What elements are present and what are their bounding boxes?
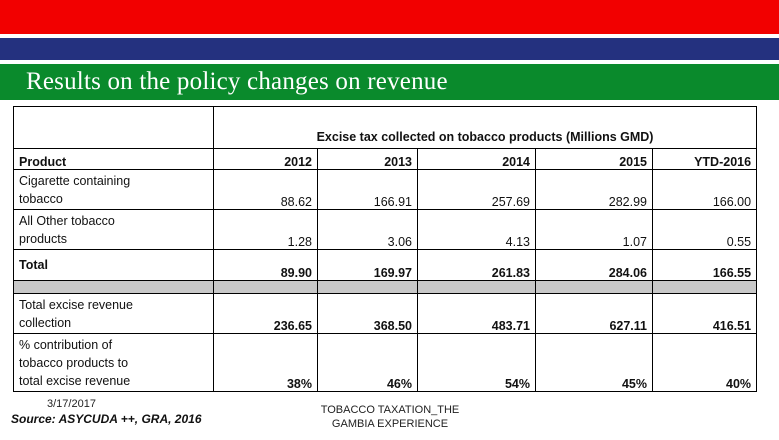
year-header: 2013 (317, 148, 418, 170)
table-cell: 368.50 (317, 293, 418, 334)
table-cell: 166.91 (317, 169, 418, 210)
table-cell: 284.06 (535, 249, 653, 281)
table-cell: 0.55 (651, 209, 758, 250)
table-corner-cell (13, 106, 214, 149)
year-header: 2012 (213, 148, 318, 170)
product-header: Product (13, 148, 214, 170)
table-cell: 483.71 (417, 293, 536, 334)
table-cell: 1.28 (213, 209, 318, 250)
table-cell: 166.00 (651, 169, 758, 210)
table-cell: 89.90 (213, 249, 318, 281)
table-cell: 54% (417, 333, 536, 392)
year-header: YTD-2016 (651, 148, 758, 170)
table-cell: 416.51 (651, 293, 758, 334)
row-label: All Other tobacco products (13, 209, 214, 250)
table-cell: 3.06 (317, 209, 418, 250)
table-cell: 40% (651, 333, 758, 392)
table-cell: 1.07 (535, 209, 653, 250)
footer-caption: TOBACCO TAXATION_THE GAMBIA EXPERIENCE (290, 403, 490, 431)
source-note: Source: ASYCUDA ++, GRA, 2016 (11, 412, 202, 426)
table-row: Cigarette containing tobacco 88.62 166.9… (13, 169, 758, 210)
table-cell: 257.69 (417, 169, 536, 210)
table-row: All Other tobacco products 1.28 3.06 4.1… (13, 209, 758, 250)
slide-date: 3/17/2017 (47, 398, 96, 410)
table-caption-row: Excise tax collected on tobacco products… (13, 106, 758, 149)
table-row: % contribution of tobacco products to to… (13, 333, 758, 392)
table-cell: 88.62 (213, 169, 318, 210)
flag-band-white-bottom (0, 60, 779, 64)
row-label: Total excise revenue collection (13, 293, 214, 334)
excise-tax-table: Excise tax collected on tobacco products… (13, 106, 758, 392)
table-cell: 38% (213, 333, 318, 392)
table-row: Total excise revenue collection 236.65 3… (13, 293, 758, 334)
table-cell: 236.65 (213, 293, 318, 334)
separator-row (13, 280, 758, 294)
row-label: Cigarette containing tobacco (13, 169, 214, 210)
table-cell: 46% (317, 333, 418, 392)
slide-title: Results on the policy changes on revenue (26, 68, 448, 95)
flag-band-white-top (0, 34, 779, 38)
table-header-row: Product 2012 2013 2014 2015 YTD-2016 (13, 148, 758, 170)
footer-caption-line: TOBACCO TAXATION_THE (320, 404, 460, 416)
flag-band-red (0, 0, 779, 34)
table-cell: 282.99 (535, 169, 653, 210)
table-cell: 4.13 (417, 209, 536, 250)
year-header: 2014 (417, 148, 536, 170)
table-cell: 261.83 (417, 249, 536, 281)
row-label: % contribution of tobacco products to to… (13, 333, 214, 392)
table-caption: Excise tax collected on tobacco products… (212, 106, 758, 149)
table-row-total: Total 89.90 169.97 261.83 284.06 166.55 (13, 249, 758, 281)
table-cell: 166.55 (651, 249, 758, 281)
footer-caption-line: GAMBIA EXPERIENCE (331, 418, 449, 430)
table-cell: 45% (535, 333, 653, 392)
table-cell: 627.11 (535, 293, 653, 334)
table-cell: 169.97 (317, 249, 418, 281)
row-label: Total (13, 249, 214, 281)
flag-band-blue (0, 38, 779, 60)
title-bar: Results on the policy changes on revenue (0, 64, 779, 100)
year-header: 2015 (535, 148, 653, 170)
